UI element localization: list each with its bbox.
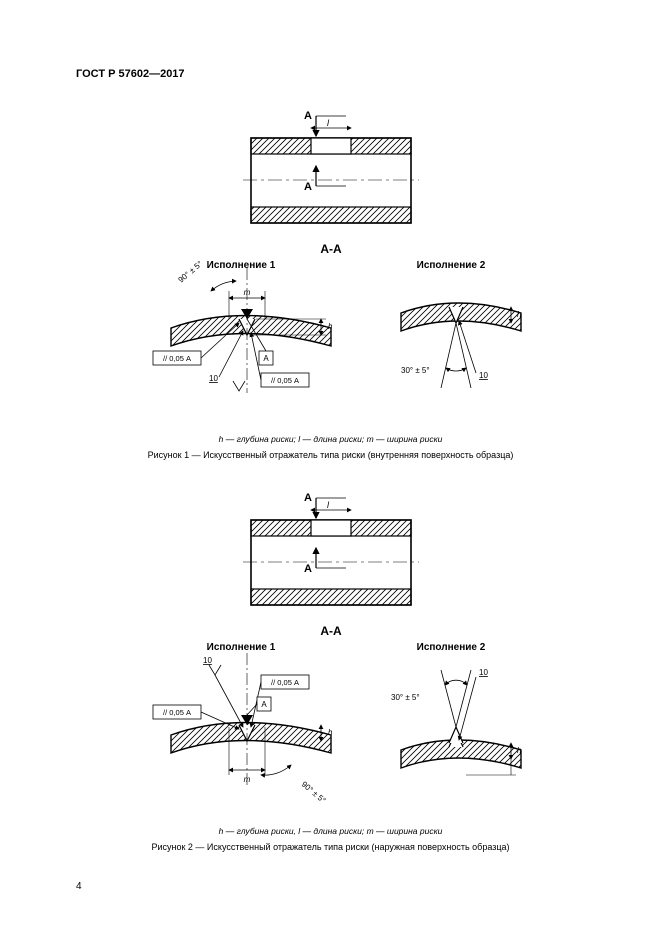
document-header: ГОСТ Р 57602—2017 <box>76 68 185 80</box>
figure-1-block: A l A А-А Исполнение 1 <box>76 98 585 460</box>
page: ГОСТ Р 57602—2017 <box>0 0 661 936</box>
figure-2-caption: Рисунок 2 — Искусственный отражатель тип… <box>76 842 585 852</box>
variant1-title-2: Исполнение 1 <box>206 642 275 653</box>
figure-2-legend: h — глубина риски, l — длина риски; m — … <box>76 826 585 836</box>
section-A-bot-2: A <box>304 563 312 575</box>
angle30-2: 30° ± 5° <box>391 693 420 702</box>
variant2-title-2: Исполнение 2 <box>416 642 485 653</box>
dim-h-2: h <box>328 728 333 737</box>
variant2-title-1: Исполнение 2 <box>416 260 485 271</box>
dim10b-1: 10 <box>479 371 488 380</box>
section-A-top: A <box>304 110 312 122</box>
tol1-2: // 0,05 А <box>163 708 191 717</box>
dim-h-2b: h <box>517 746 522 755</box>
angle90-1: 90° ± 5° <box>176 259 204 284</box>
figure-2-block: A l A А-А Исполнение 1 <box>76 480 585 852</box>
section-title-2: А-А <box>320 624 342 638</box>
tol2-2: // 0,05 А <box>271 678 299 687</box>
page-number: 4 <box>76 881 82 892</box>
dim10b-2: 10 <box>479 668 488 677</box>
tol1-1: // 0,05 А <box>163 354 191 363</box>
dim-m-2: m <box>243 775 250 784</box>
tol2-1: // 0,05 А <box>271 376 299 385</box>
variant1-title-1: Исполнение 1 <box>206 260 275 271</box>
angle90-2: 90° ± 5° <box>299 780 327 805</box>
figure-1-caption: Рисунок 1 — Искусственный отражатель тип… <box>76 450 585 460</box>
dim10a-1: 10 <box>209 374 218 383</box>
section-A-bot: A <box>304 181 312 193</box>
dim-h-1: h <box>328 322 333 331</box>
dim-l-1: l <box>327 118 330 128</box>
dim-m-1: m <box>243 288 250 297</box>
dim10a-2: 10 <box>203 656 212 665</box>
section-title-1: А-А <box>320 242 342 256</box>
section-A-top-2: A <box>304 492 312 504</box>
datum-1: А <box>263 354 269 363</box>
angle30-1: 30° ± 5° <box>401 366 430 375</box>
figure-1-svg: A l A А-А Исполнение 1 <box>121 98 541 428</box>
figure-2-svg: A l A А-А Исполнение 1 <box>121 480 541 820</box>
dim-l-2: l <box>327 500 330 510</box>
datum-2: А <box>261 700 267 709</box>
dim-h-1b: h <box>517 310 522 319</box>
figure-1-legend: h — глубина риски; l — длина риски; m — … <box>76 434 585 444</box>
